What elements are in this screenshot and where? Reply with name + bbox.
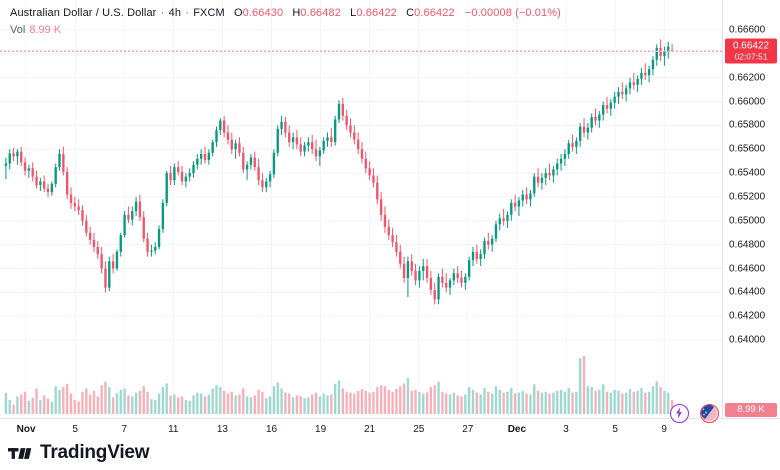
price-tick: 0.66000 xyxy=(729,96,766,107)
current-price-badge[interactable]: 0.66422 02:07:51 xyxy=(725,38,777,64)
australia-flag-icon[interactable] xyxy=(700,404,719,423)
price-tick: 0.66600 xyxy=(729,24,766,36)
time-tick: 5 xyxy=(612,424,618,435)
price-tick: 0.64400 xyxy=(729,286,766,298)
tradingview-mark-icon xyxy=(8,447,32,459)
chart-footer: TradingView xyxy=(0,440,780,470)
tradingview-logo[interactable]: TradingView xyxy=(8,442,150,464)
time-scale[interactable]: Nov 5 7 11 13 16 19 21 25 27 Dec 3 5 9 xyxy=(0,418,780,441)
price-tick: 0.64800 xyxy=(729,239,766,251)
price-tick: 0.66200 xyxy=(729,72,766,84)
chart-grid xyxy=(0,0,722,414)
time-tick: 3 xyxy=(563,424,569,435)
price-tick: 0.65600 xyxy=(729,143,766,155)
time-tick: 27 xyxy=(462,424,474,435)
time-tick: 9 xyxy=(661,424,667,435)
price-tick: 0.64200 xyxy=(729,310,766,322)
price-tick: 0.65800 xyxy=(729,119,766,131)
volume-badge[interactable]: 8.99 K xyxy=(725,403,777,417)
price-scale[interactable]: 0.66600 0.66200 0.66000 0.65800 0.65600 0.654… xyxy=(722,0,780,418)
time-tick: 19 xyxy=(315,424,327,435)
time-tick: 16 xyxy=(265,424,278,435)
lightning-icon[interactable] xyxy=(670,404,689,423)
price-tick: 0.65400 xyxy=(729,167,766,179)
current-price-value: 0.66422 xyxy=(732,40,770,52)
tradingview-wordmark: TradingView xyxy=(40,442,150,463)
time-tick: 11 xyxy=(168,424,179,435)
time-tick: 7 xyxy=(121,424,128,435)
price-tick: 0.64600 xyxy=(729,263,766,274)
time-tick: 5 xyxy=(72,424,78,435)
time-tick: 13 xyxy=(216,424,228,435)
bar-countdown-timer: 02:07:51 xyxy=(734,51,768,62)
chart-plot-area[interactable] xyxy=(0,0,722,418)
time-tick: Dec xyxy=(507,424,527,435)
flag-glyph xyxy=(701,405,717,421)
price-tick: 0.65200 xyxy=(729,191,766,203)
time-tick: Nov xyxy=(16,424,36,435)
time-tick: 25 xyxy=(413,424,425,435)
lightning-bolt-glyph xyxy=(676,407,682,419)
time-tick: 21 xyxy=(364,424,376,435)
price-tick: 0.65000 xyxy=(729,215,766,227)
price-tick: 0.64000 xyxy=(729,334,766,346)
candlestick-series xyxy=(0,39,722,414)
